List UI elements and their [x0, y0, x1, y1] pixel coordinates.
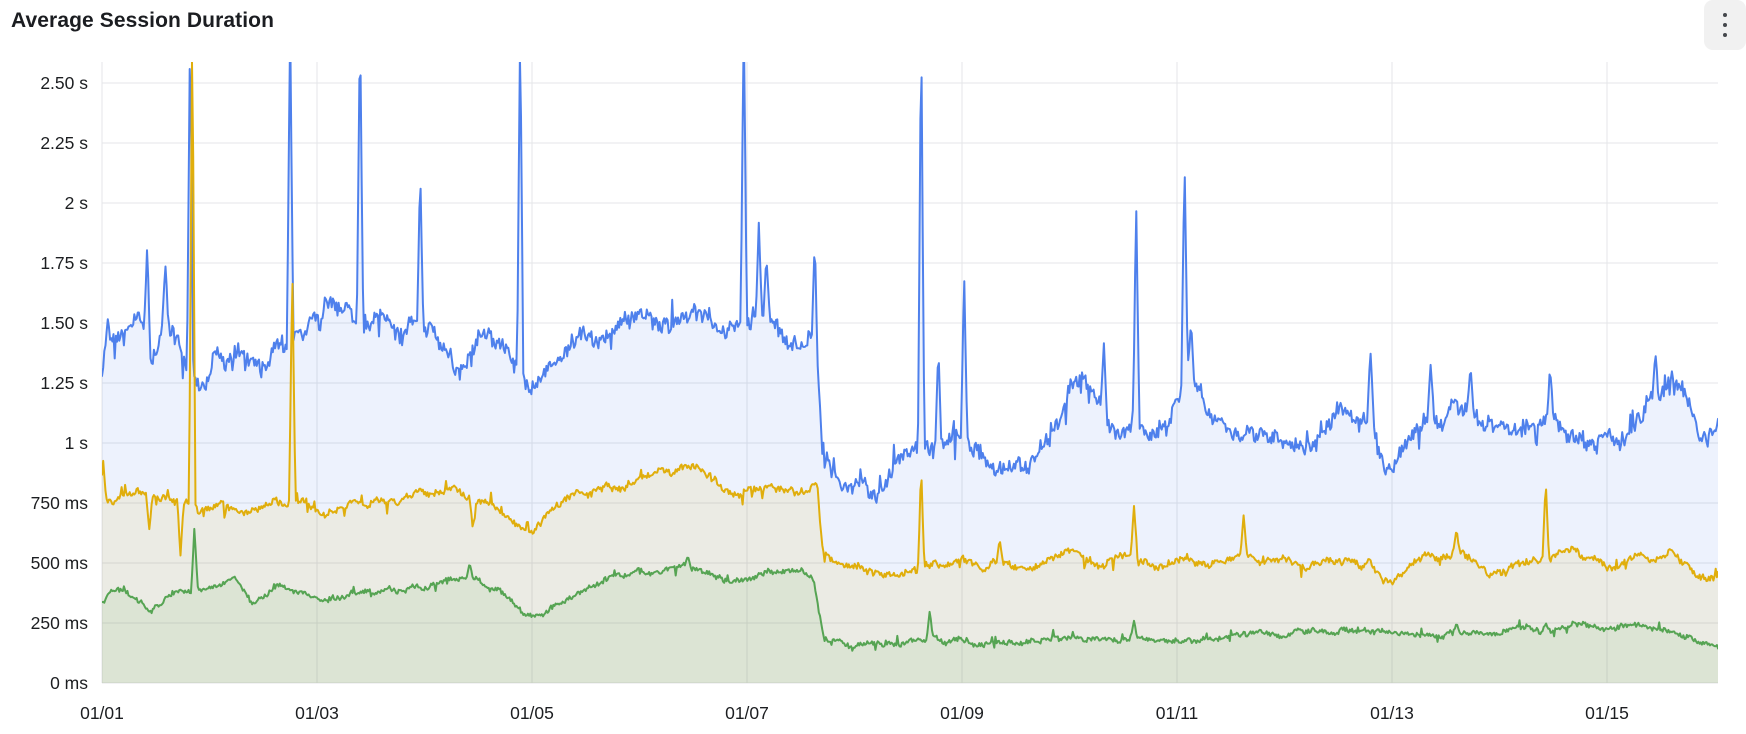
- grid: [101, 62, 1718, 684]
- y-tick-label: 1 s: [65, 433, 89, 453]
- y-tick-label: 0 ms: [50, 673, 88, 693]
- y-tick-label: 750 ms: [31, 493, 89, 513]
- panel-title: Average Session Duration: [11, 9, 275, 32]
- series-green-line: [102, 527, 1718, 652]
- x-tick-label: 01/09: [940, 703, 984, 723]
- series-lines: [102, 62, 1718, 652]
- y-tick-label: 1.25 s: [40, 373, 88, 393]
- panel-header: Average Session Duration: [0, 0, 1746, 50]
- y-axis-labels: 0 ms 250 ms 500 ms 750 ms 1 s 1.25 s 1.50 s 1.7…: [31, 73, 89, 693]
- x-tick-label: 01/03: [295, 703, 339, 723]
- x-tick-label: 01/07: [725, 703, 769, 723]
- y-tick-label: 500 ms: [31, 553, 89, 573]
- kebab-menu-icon: [1722, 12, 1728, 38]
- x-tick-label: 01/13: [1370, 703, 1414, 723]
- y-tick-label: 1.50 s: [40, 313, 88, 333]
- y-tick-label: 250 ms: [31, 613, 89, 633]
- y-tick-label: 1.75 s: [40, 253, 88, 273]
- x-tick-label: 01/15: [1585, 703, 1629, 723]
- x-tick-label: 01/05: [510, 703, 554, 723]
- y-tick-label: 2.25 s: [40, 133, 88, 153]
- y-tick-label: 2.50 s: [40, 73, 88, 93]
- series-blue-line: [102, 62, 1718, 504]
- series-fills: [102, 62, 1718, 683]
- panel-menu-button[interactable]: [1704, 0, 1746, 50]
- x-tick-label: 01/01: [80, 703, 124, 723]
- series-yellow-fill: [102, 62, 1718, 683]
- series-blue-fill: [102, 62, 1718, 683]
- x-axis-labels: 01/01 01/03 01/05 01/07 01/09 01/11 01/13 01/15: [80, 703, 1629, 723]
- x-tick-label: 01/11: [1156, 703, 1199, 723]
- y-tick-label: 2 s: [65, 193, 89, 213]
- series-green-fill: [102, 528, 1718, 683]
- series-yellow-line: [102, 62, 1718, 586]
